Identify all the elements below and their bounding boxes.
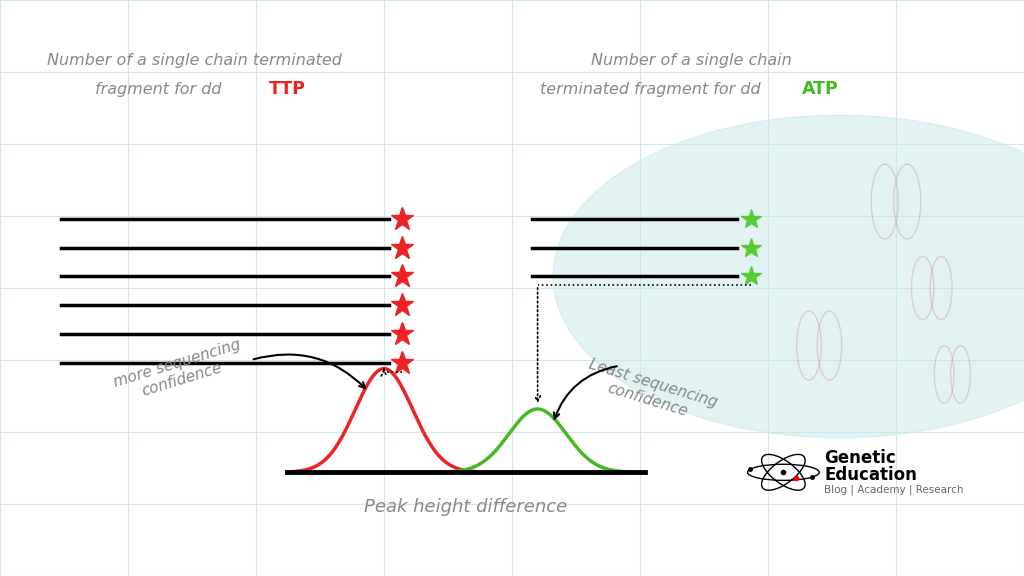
Text: Number of a single chain terminated: Number of a single chain terminated — [47, 53, 342, 68]
Text: Blog | Academy | Research: Blog | Academy | Research — [824, 484, 964, 495]
Text: Number of a single chain: Number of a single chain — [591, 53, 792, 68]
Text: fragment for dd: fragment for dd — [95, 82, 222, 97]
Text: ATP: ATP — [802, 80, 839, 98]
Text: TTP: TTP — [269, 80, 306, 98]
Circle shape — [553, 115, 1024, 438]
Text: Least sequencing
confidence: Least sequencing confidence — [582, 357, 719, 427]
Text: Peak height difference: Peak height difference — [365, 498, 567, 516]
Text: Genetic: Genetic — [824, 449, 896, 467]
Text: Education: Education — [824, 466, 918, 484]
Text: terminated fragment for dd: terminated fragment for dd — [540, 82, 761, 97]
Text: more sequencing
confidence: more sequencing confidence — [112, 337, 247, 406]
